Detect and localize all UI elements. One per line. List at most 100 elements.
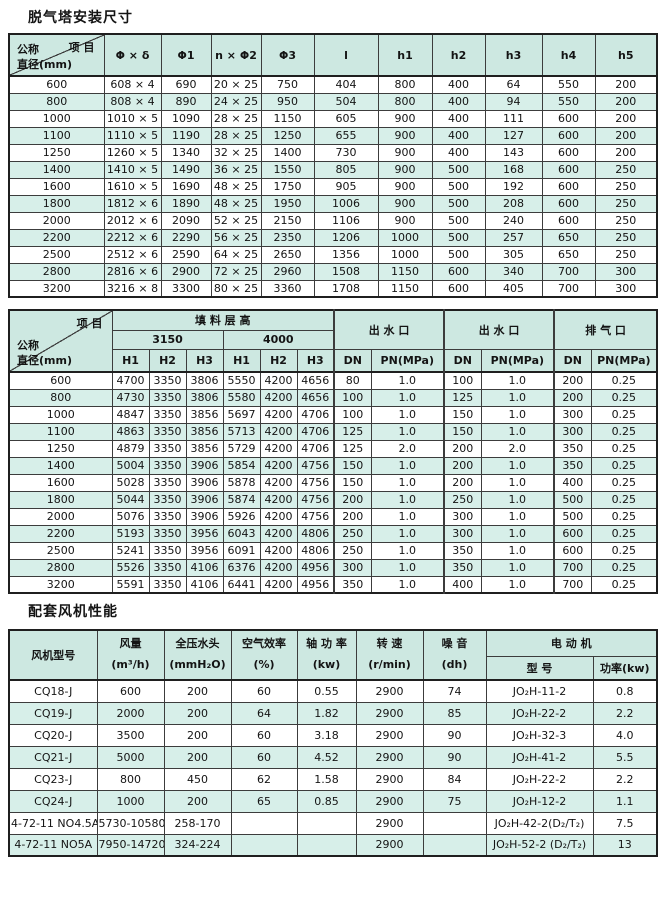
table-cell: 3350 xyxy=(148,558,187,577)
sub-column-header: PN(MPa) xyxy=(370,348,445,373)
table-row: 1600 5028 3350 3906 5878 4200 4756 150 1.0 200 1.0… xyxy=(8,473,658,492)
table-cell: 500 xyxy=(431,211,486,230)
table-cell: 400 xyxy=(431,143,486,162)
table-cell: 3350 xyxy=(148,524,187,543)
table-row: 1800 5044 3350 3906 5874 4200 4756 200 1.0 250 1.0… xyxy=(8,490,658,509)
table-cell: 200 xyxy=(333,490,372,509)
table-cell: 2900 xyxy=(355,701,424,725)
table-row: CQ24-J 1000 200 65 0.85 2900 75 JO₂H-12-2 1.1 xyxy=(8,789,658,813)
table-cell: 5697 xyxy=(222,405,261,424)
table-cell: 3350 xyxy=(148,541,187,560)
table-cell: 690 xyxy=(160,75,212,94)
table-cell: 4756 xyxy=(296,473,335,492)
sub-column-header: H1 xyxy=(111,348,150,373)
table-cell: 100 xyxy=(443,371,482,390)
table-cell: 74 xyxy=(422,679,487,703)
table-cell: 7950-14720 xyxy=(96,833,165,857)
table-cell: 1206 xyxy=(313,228,379,247)
table-cell: 5241 xyxy=(111,541,150,560)
table-cell: 72 × 25 xyxy=(210,262,262,281)
table-cell: 805 xyxy=(313,160,379,179)
table-cell: 600 xyxy=(541,143,596,162)
table-cell: 5526 xyxy=(111,558,150,577)
sub-column-header: PN(MPa) xyxy=(590,348,658,373)
column-header: n × Φ2 xyxy=(210,33,262,77)
table-cell: 3350 xyxy=(148,575,187,594)
table-cell: 1.0 xyxy=(370,507,445,526)
table-cell: 1.0 xyxy=(480,524,555,543)
table-cell: 100 xyxy=(333,405,372,424)
table-cell: 4756 xyxy=(296,490,335,509)
table-cell: CQ19-J xyxy=(8,701,98,725)
table-cell: 350 xyxy=(443,558,482,577)
table-cell: 1.0 xyxy=(480,473,555,492)
table-row: 2500 5241 3350 3956 6091 4200 4806 250 1.0 350 1.0… xyxy=(8,541,658,560)
table-cell: 75 xyxy=(422,789,487,813)
table-cell: 4200 xyxy=(259,405,298,424)
group-header-exhaust-port: 排 气 口 xyxy=(553,309,658,350)
table-cell: 2900 xyxy=(355,789,424,813)
table-row: CQ21-J 5000 200 60 4.52 2900 90 JO₂H-41-2 5.5 xyxy=(8,745,658,769)
group-header-packing-height: 填 料 层 高 xyxy=(111,309,335,331)
table-cell: 900 xyxy=(377,177,433,196)
table-cell: 2816 × 6 xyxy=(103,262,162,281)
table-cell: 5550 xyxy=(222,371,261,390)
table-cell: 300 xyxy=(443,507,482,526)
table-cell: 1550 xyxy=(260,160,315,179)
table-cell: 0.25 xyxy=(590,388,658,407)
table-cell: 200 xyxy=(163,745,232,769)
corner-item-label: 项 目 xyxy=(76,317,103,330)
table-cell: 125 xyxy=(333,422,372,441)
table-cell: 600 xyxy=(8,75,105,94)
table-cell: 4200 xyxy=(259,507,298,526)
table-cell: 1.0 xyxy=(370,422,445,441)
table-cell: 100 xyxy=(333,388,372,407)
corner-diameter-label: 公称 直径(mm) xyxy=(17,339,72,367)
table-cell: 5854 xyxy=(222,456,261,475)
table-cell: 60 xyxy=(230,679,298,703)
table-cell: 890 xyxy=(160,92,212,111)
table-cell: 0.55 xyxy=(296,679,357,703)
table-cell: 1.0 xyxy=(480,456,555,475)
table-cell: 2012 × 6 xyxy=(103,211,162,230)
diagonal-divider xyxy=(10,311,111,371)
table-cell: 400 xyxy=(431,109,486,128)
table-cell: 64 × 25 xyxy=(210,245,262,264)
table-header: 项 目 公称 直径(mm) 填 料 层 高 出 水 口 出 水 口 排 气 口 … xyxy=(8,309,658,373)
table-cell: 3350 xyxy=(148,422,187,441)
table-cell: 5.5 xyxy=(592,745,658,769)
table-cell: 1250 xyxy=(260,126,315,145)
table-cell: 6441 xyxy=(222,575,261,594)
table-cell: 500 xyxy=(431,228,486,247)
table-cell: 750 xyxy=(260,75,315,94)
table-cell: 700 xyxy=(553,575,592,594)
table-cell: 400 xyxy=(553,473,592,492)
table-cell: 150 xyxy=(333,456,372,475)
table-cell: 3856 xyxy=(185,439,224,458)
column-header: Φ1 xyxy=(160,33,212,77)
table-cell: 300 xyxy=(553,422,592,441)
table-cell: 1690 xyxy=(160,177,212,196)
table-row: 1250 4879 3350 3856 5729 4200 4706 125 2.0 200 2.0… xyxy=(8,439,658,458)
table-cell: 257 xyxy=(484,228,543,247)
table-cell: 4.0 xyxy=(592,723,658,747)
column-header: h5 xyxy=(594,33,658,77)
table-row: 1250 1260 × 5 1340 32 × 25 1400 730 900 400 143 6… xyxy=(8,143,658,162)
sub-column-header: H2 xyxy=(259,348,298,373)
table-cell: 905 xyxy=(313,177,379,196)
table-cell: 1.0 xyxy=(370,524,445,543)
table-cell: 500 xyxy=(431,245,486,264)
table-cell: 4700 xyxy=(111,371,150,390)
table-cell: 450 xyxy=(163,767,232,791)
table-cell: 1.0 xyxy=(370,371,445,390)
table-cell: 150 xyxy=(443,422,482,441)
table-cell: 80 × 25 xyxy=(210,279,262,298)
column-header: l xyxy=(313,33,379,77)
table-cell: 5004 xyxy=(111,456,150,475)
table-cell: 2650 xyxy=(260,245,315,264)
sub-column-header: DN xyxy=(333,348,372,373)
table-cell: 900 xyxy=(377,160,433,179)
table-cell: 0.25 xyxy=(590,439,658,458)
table-cell: 2900 xyxy=(160,262,212,281)
table-cell: 1150 xyxy=(377,279,433,298)
